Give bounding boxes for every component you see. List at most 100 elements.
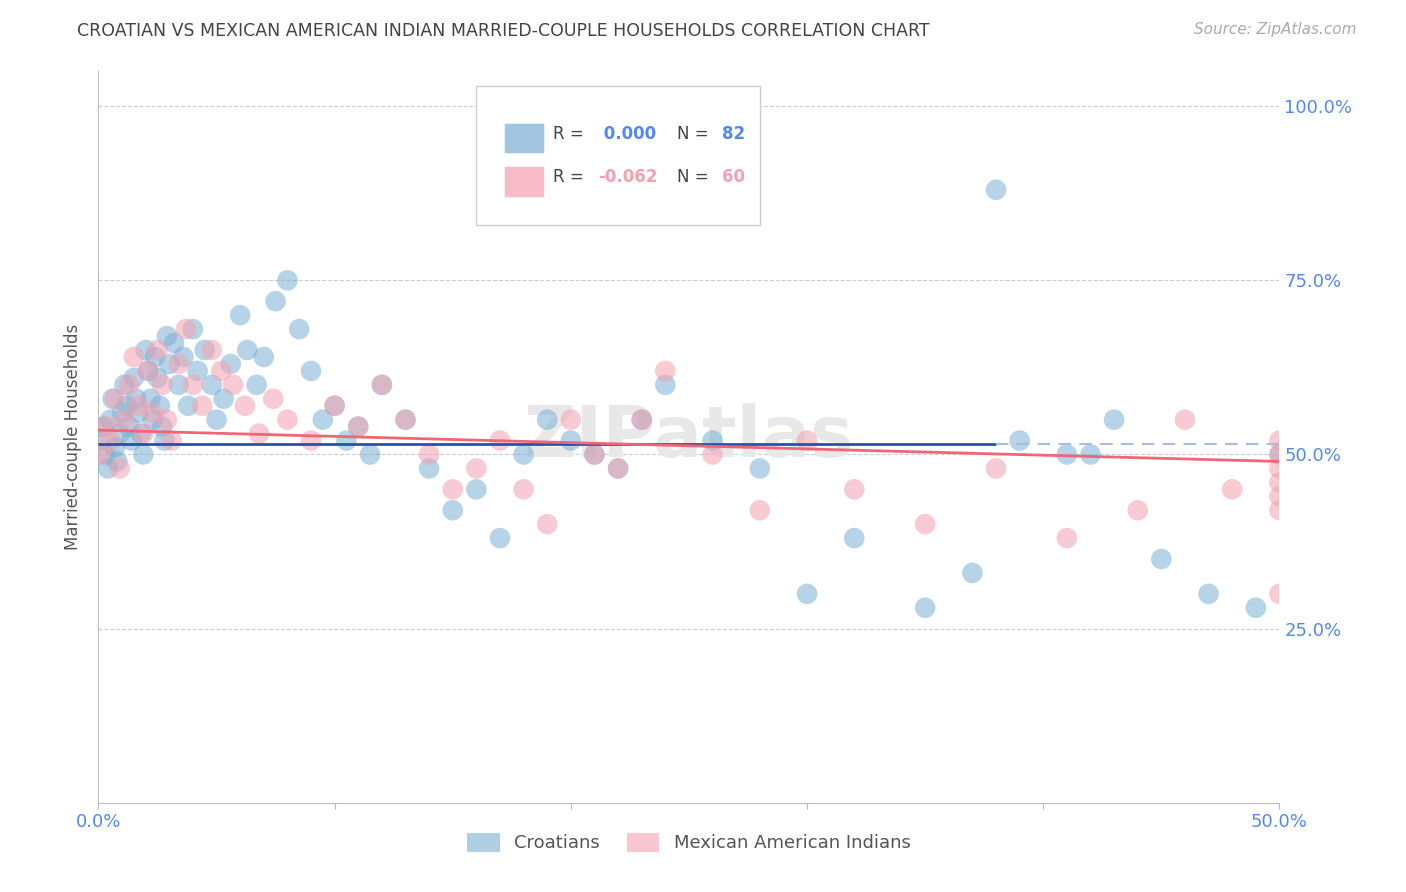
Croatians [1080,448,1102,462]
Croatians [104,441,127,455]
Croatians [583,448,606,462]
Croatians [394,412,416,426]
Mexican American Indians [146,343,169,357]
Croatians [844,531,866,545]
Croatians [914,600,936,615]
Croatians [560,434,582,448]
Croatians [98,412,121,426]
Croatians [139,392,162,406]
Croatians [323,399,346,413]
Croatians [288,322,311,336]
Mexican American Indians [1268,503,1291,517]
Mexican American Indians [142,406,165,420]
Croatians [299,364,322,378]
Mexican American Indians [122,350,145,364]
Mexican American Indians [914,517,936,532]
Mexican American Indians [233,399,256,413]
Mexican American Indians [94,419,117,434]
Mexican American Indians [1056,531,1078,545]
Mexican American Indians [347,419,370,434]
Croatians [219,357,242,371]
Croatians [962,566,984,580]
Mexican American Indians [174,322,197,336]
Text: N =: N = [678,169,714,186]
Mexican American Indians [262,392,284,406]
Croatians [177,399,200,413]
Croatians [135,343,157,357]
Mexican American Indians [167,357,190,371]
Mexican American Indians [136,364,159,378]
Mexican American Indians [156,412,179,426]
Mexican American Indians [1268,587,1291,601]
Croatians [187,364,209,378]
Mexican American Indians [844,483,866,497]
Text: CROATIAN VS MEXICAN AMERICAN INDIAN MARRIED-COUPLE HOUSEHOLDS CORRELATION CHART: CROATIAN VS MEXICAN AMERICAN INDIAN MARR… [77,22,929,40]
Croatians [122,371,145,385]
Croatians [150,419,173,434]
Croatians [90,434,112,448]
Croatians [1150,552,1173,566]
Croatians [172,350,194,364]
Mexican American Indians [209,364,232,378]
Mexican American Indians [1220,483,1243,497]
Croatians [418,461,440,475]
Mexican American Indians [702,448,724,462]
Mexican American Indians [489,434,512,448]
Mexican American Indians [1126,503,1149,517]
Croatians [229,308,252,322]
Croatians [153,434,176,448]
Mexican American Indians [1268,448,1291,462]
Croatians [1008,434,1031,448]
Mexican American Indians [654,364,676,378]
FancyBboxPatch shape [503,122,544,153]
Text: 60: 60 [723,169,745,186]
Croatians [143,350,166,364]
Mexican American Indians [222,377,245,392]
Croatians [156,329,179,343]
Mexican American Indians [536,517,558,532]
Mexican American Indians [132,426,155,441]
Croatians [702,434,724,448]
Mexican American Indians [1268,475,1291,490]
Croatians [118,419,141,434]
Mexican American Indians [90,448,112,462]
Croatians [108,426,131,441]
Mexican American Indians [112,412,135,426]
Mexican American Indians [181,377,204,392]
Croatians [212,392,235,406]
Mexican American Indians [394,412,416,426]
Croatians [441,503,464,517]
Croatians [91,419,114,434]
Croatians [1056,448,1078,462]
Mexican American Indians [984,461,1007,475]
Mexican American Indians [583,448,606,462]
Mexican American Indians [1174,412,1197,426]
Croatians [253,350,276,364]
Text: R =: R = [553,125,589,143]
Mexican American Indians [98,434,121,448]
Croatians [167,377,190,392]
Mexican American Indians [512,483,534,497]
Croatians [194,343,217,357]
Croatians [246,377,269,392]
Mexican American Indians [441,483,464,497]
Croatians [157,357,180,371]
Mexican American Indians [371,377,394,392]
Croatians [136,364,159,378]
Mexican American Indians [323,399,346,413]
Mexican American Indians [160,434,183,448]
Croatians [94,448,117,462]
Croatians [111,406,134,420]
Croatians [115,399,138,413]
Mexican American Indians [299,434,322,448]
FancyBboxPatch shape [477,86,759,225]
Mexican American Indians [191,399,214,413]
Croatians [205,412,228,426]
Croatians [1102,412,1125,426]
Croatians [264,294,287,309]
Legend: Croatians, Mexican American Indians: Croatians, Mexican American Indians [460,826,918,860]
Mexican American Indians [247,426,270,441]
Y-axis label: Married-couple Households: Married-couple Households [65,324,83,550]
Croatians [312,412,335,426]
Croatians [335,434,357,448]
